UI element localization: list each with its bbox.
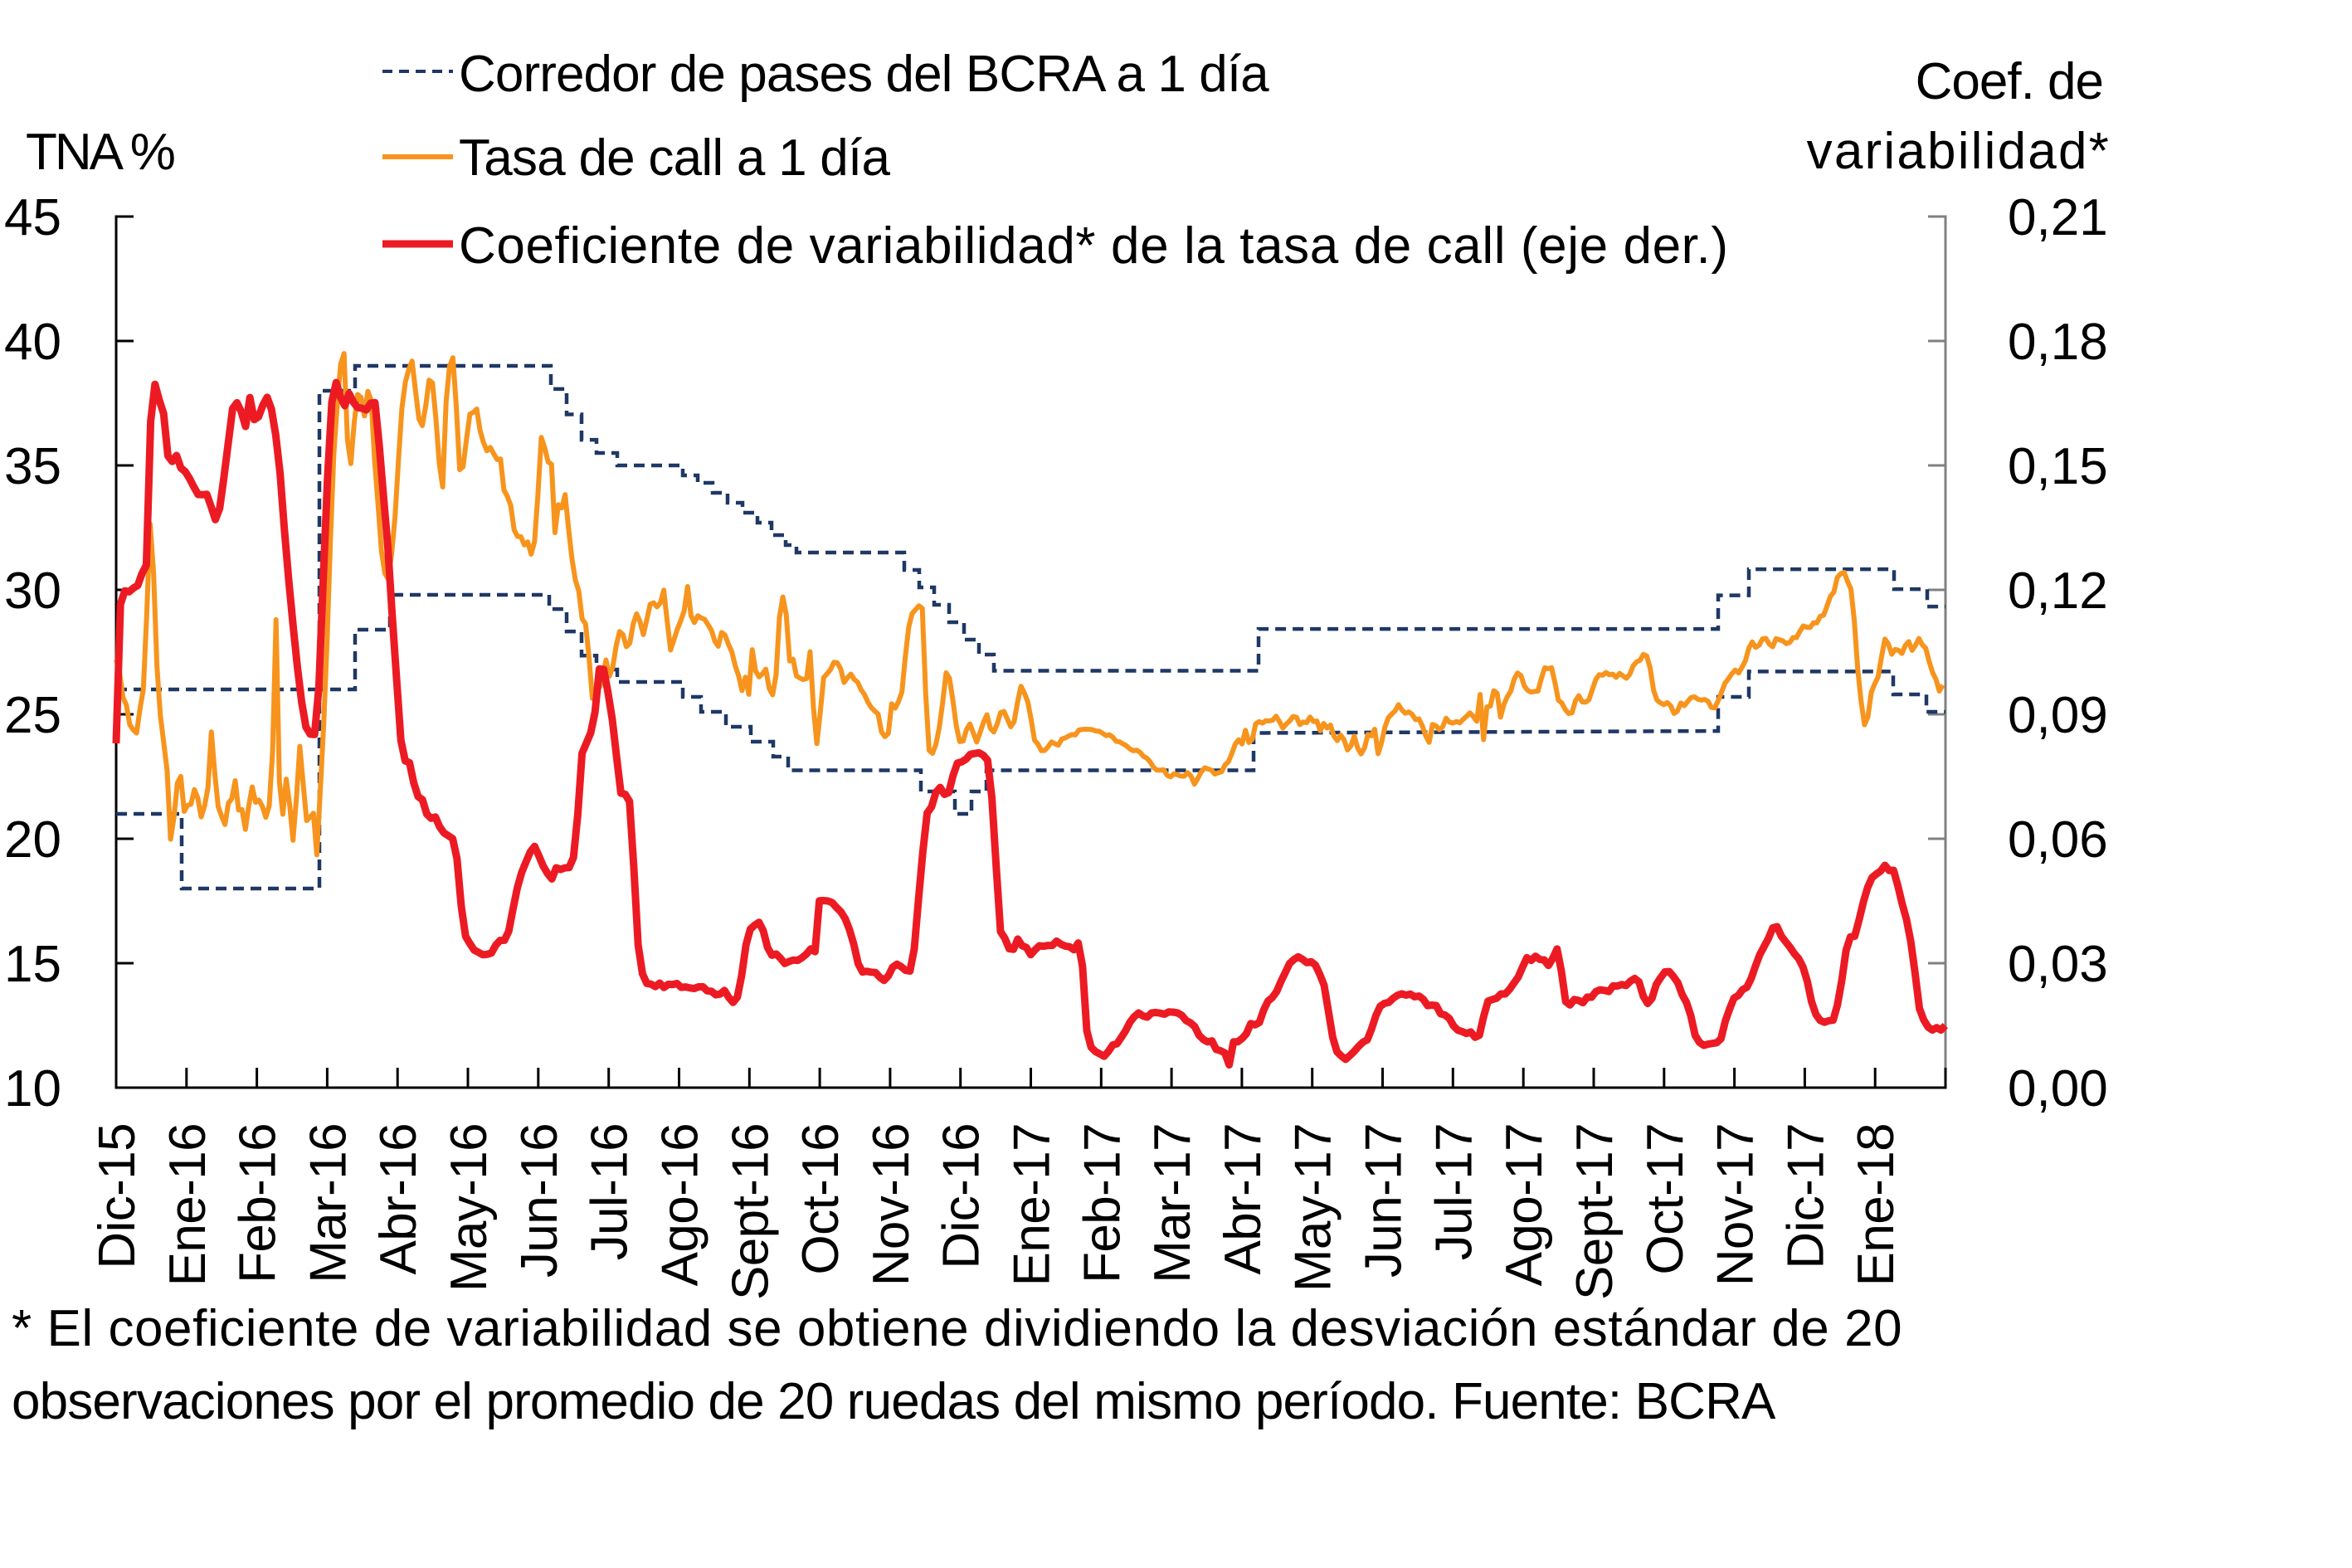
svg-text:30: 30 xyxy=(4,562,61,620)
svg-text:0,12: 0,12 xyxy=(2008,562,2108,620)
svg-text:May-17: May-17 xyxy=(1285,1123,1342,1292)
svg-text:TNA %: TNA % xyxy=(26,124,174,181)
svg-text:20: 20 xyxy=(4,811,61,869)
svg-text:Abr-17: Abr-17 xyxy=(1215,1123,1272,1275)
svg-text:variabilidad*: variabilidad* xyxy=(1807,123,2111,180)
svg-text:Ene-18: Ene-18 xyxy=(1848,1123,1905,1286)
svg-text:0,15: 0,15 xyxy=(2008,438,2108,495)
svg-text:Ene-17: Ene-17 xyxy=(1004,1123,1061,1286)
svg-text:Jun-17: Jun-17 xyxy=(1356,1123,1413,1278)
svg-text:Ago-17: Ago-17 xyxy=(1496,1123,1553,1286)
svg-text:0,21: 0,21 xyxy=(2008,189,2108,246)
svg-text:Sept-16: Sept-16 xyxy=(722,1123,779,1300)
svg-text:Mar-17: Mar-17 xyxy=(1144,1123,1201,1283)
svg-text:40: 40 xyxy=(4,314,61,371)
svg-text:Oct-17: Oct-17 xyxy=(1637,1123,1694,1274)
svg-text:25: 25 xyxy=(4,687,61,744)
svg-text:35: 35 xyxy=(4,438,61,495)
svg-text:Coef. de: Coef. de xyxy=(1916,53,2103,110)
svg-text:Dic-15: Dic-15 xyxy=(89,1123,146,1269)
svg-text:Sept-17: Sept-17 xyxy=(1566,1123,1624,1300)
svg-text:Dic-16: Dic-16 xyxy=(933,1123,991,1269)
svg-text:Nov-16: Nov-16 xyxy=(863,1123,920,1286)
svg-text:45: 45 xyxy=(4,189,61,246)
svg-text:15: 15 xyxy=(4,936,61,993)
svg-text:Feb-16: Feb-16 xyxy=(230,1123,287,1283)
svg-text:Mar-16: Mar-16 xyxy=(299,1123,357,1283)
svg-text:Jun-16: Jun-16 xyxy=(511,1123,568,1278)
svg-text:10: 10 xyxy=(4,1060,61,1118)
svg-text:Oct-16: Oct-16 xyxy=(792,1123,850,1274)
svg-text:Ene-16: Ene-16 xyxy=(159,1123,217,1286)
svg-text:0,00: 0,00 xyxy=(2008,1060,2108,1118)
svg-text:0,18: 0,18 xyxy=(2008,314,2108,371)
svg-text:0,03: 0,03 xyxy=(2008,936,2108,993)
svg-text:* El coeficiente de variabilid: * El coeficiente de variabilidad se obti… xyxy=(12,1300,1902,1357)
svg-text:Coeficiente de variabilidad* d: Coeficiente de variabilidad* de la tasa … xyxy=(459,217,1729,275)
svg-text:0,09: 0,09 xyxy=(2008,687,2108,744)
svg-text:observaciones por el promedio: observaciones por el promedio de 20 rued… xyxy=(12,1373,1776,1430)
svg-text:Nov-17: Nov-17 xyxy=(1707,1123,1765,1286)
svg-text:Jul-16: Jul-16 xyxy=(582,1123,639,1260)
svg-text:Abr-16: Abr-16 xyxy=(370,1123,427,1275)
svg-text:0,06: 0,06 xyxy=(2008,811,2108,869)
svg-text:Corredor de pases del BCRA a 1: Corredor de pases del BCRA a 1 día xyxy=(459,46,1269,103)
svg-text:Ago-16: Ago-16 xyxy=(652,1123,709,1286)
svg-text:Tasa de call a 1 día: Tasa de call a 1 día xyxy=(459,129,891,187)
svg-text:Feb-17: Feb-17 xyxy=(1074,1123,1131,1283)
svg-text:Dic-17: Dic-17 xyxy=(1777,1123,1834,1269)
svg-text:Jul-17: Jul-17 xyxy=(1425,1123,1483,1260)
svg-text:May-16: May-16 xyxy=(441,1123,498,1292)
